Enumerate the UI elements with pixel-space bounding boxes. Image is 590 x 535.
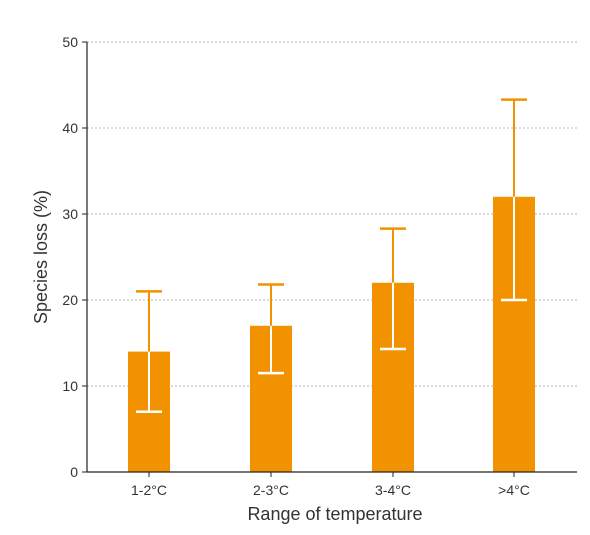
x-tick-labels: 1-2°C 2-3°C 3-4°C >4°C [131,472,530,498]
x-tick-label: >4°C [498,482,530,498]
y-tick-label: 50 [62,34,78,50]
x-tick-label: 1-2°C [131,482,167,498]
y-tick-label: 30 [62,206,78,222]
y-tick-labels: 0 10 20 30 40 50 [62,34,87,480]
x-axis-title: Range of temperature [247,504,422,524]
error-bars-group [136,98,527,414]
y-tick-label: 20 [62,292,78,308]
bars-group [128,196,535,473]
y-tick-label: 10 [62,378,78,394]
y-axis-title: Species loss (%) [31,190,51,324]
y-tick-label: 0 [70,464,78,480]
y-tick-label: 40 [62,120,78,136]
x-tick-label: 2-3°C [253,482,289,498]
x-tick-label: 3-4°C [375,482,411,498]
